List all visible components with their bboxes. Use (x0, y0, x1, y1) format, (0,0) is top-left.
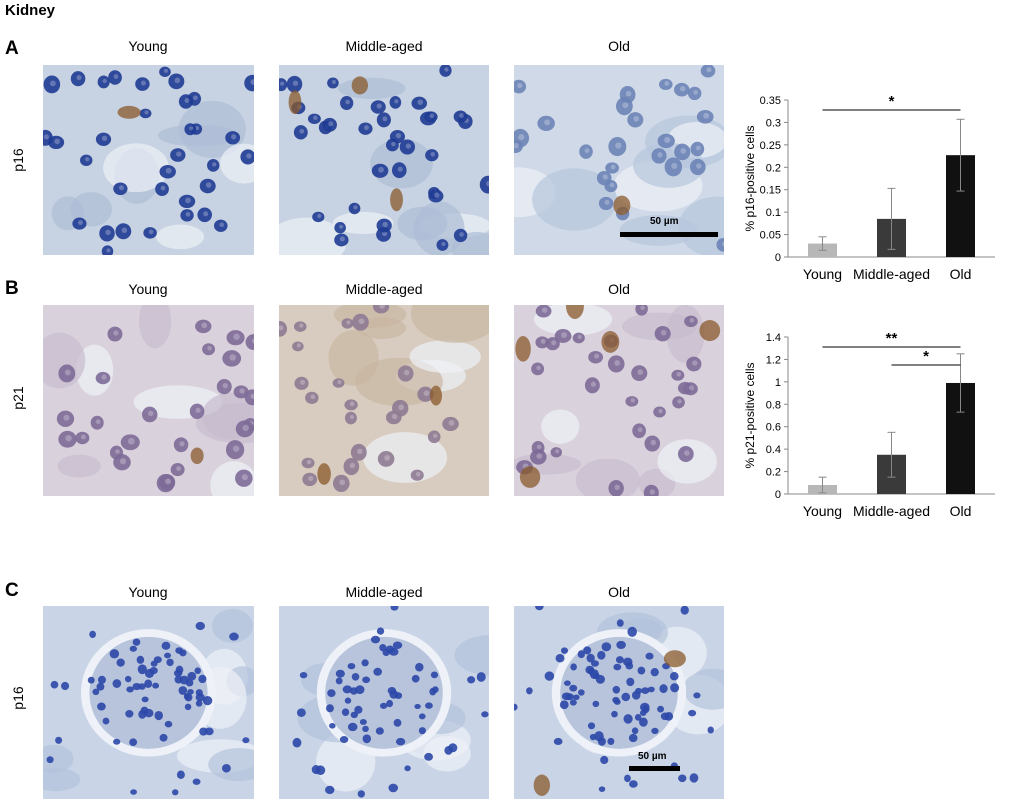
scale-bar-label-a: 50 µm (650, 216, 679, 227)
micrograph-c-young (43, 606, 254, 799)
y-tick-label: 0 (775, 489, 781, 501)
panel-letter-c: C (5, 580, 19, 601)
micrograph-b-middle (279, 305, 489, 496)
y-tick-label: 0.05 (760, 230, 781, 242)
row-label-b: p21 (10, 386, 26, 410)
column-label-middle-c: Middle-aged (345, 584, 423, 600)
y-tick-label: 0.35 (760, 95, 781, 107)
micrograph-c-old (514, 606, 724, 799)
row-label-c: p16 (10, 686, 26, 710)
y-tick-label: 0.2 (766, 162, 781, 174)
x-tick-label: Young (803, 503, 842, 519)
scale-bar-a (620, 232, 718, 237)
micrograph-b-young (43, 305, 254, 496)
y-tick-label: 1.4 (766, 332, 781, 344)
x-tick-label: Middle-aged (853, 266, 930, 282)
y-tick-label: 0.15 (760, 185, 781, 197)
chart-p21: % p21-positive cells 0 0.2 0.4 0.6 0.8 1 1.2 1.4… (740, 322, 1015, 522)
micrograph-c-middle (279, 606, 489, 799)
chart-p16-svg: % p16-positive cells 0 0.05 0.1 0.15 0.2 0.25 0… (743, 93, 995, 282)
y-tick-label: 0.2 (766, 467, 781, 479)
x-tick-label: Middle-aged (853, 503, 930, 519)
micrograph-a-young (43, 65, 254, 255)
y-axis-label: % p21-positive cells (743, 362, 757, 468)
column-label-young-a: Young (128, 38, 168, 54)
column-label-old-a: Old (608, 38, 630, 54)
significance-label: * (889, 93, 895, 110)
x-tick-label: Old (950, 503, 972, 519)
column-label-old-b: Old (608, 281, 630, 297)
chart-p16: % p16-positive cells 0 0.05 0.1 0.15 0.2 0.25 0… (740, 85, 1015, 285)
column-label-old-c: Old (608, 584, 630, 600)
y-tick-label: 0 (775, 252, 781, 264)
y-tick-label: 0.3 (766, 117, 781, 129)
panel-letter-a: A (5, 38, 19, 59)
significance-label: * (923, 348, 929, 365)
column-label-middle-b: Middle-aged (345, 281, 423, 297)
column-label-young-b: Young (128, 281, 168, 297)
row-label-a: p16 (10, 148, 26, 172)
significance-label: ** (886, 330, 898, 347)
y-tick-label: 0.6 (766, 422, 781, 434)
y-tick-label: 1.2 (766, 354, 781, 366)
figure-title: Kidney (5, 2, 56, 19)
y-axis-label: % p16-positive cells (743, 125, 757, 231)
scale-bar-c (629, 766, 680, 771)
column-label-middle-a: Middle-aged (345, 38, 423, 54)
micrograph-b-old (514, 305, 724, 496)
micrograph-a-old (514, 65, 724, 255)
column-label-young-c: Young (128, 584, 168, 600)
y-tick-label: 0.4 (766, 444, 781, 456)
y-tick-label: 0.8 (766, 399, 781, 411)
micrograph-a-middle (279, 65, 489, 255)
y-tick-label: 0.25 (760, 140, 781, 152)
scale-bar-label-c: 50 µm (638, 751, 667, 762)
chart-p21-svg: % p21-positive cells 0 0.2 0.4 0.6 0.8 1 1.2 1.4… (743, 330, 995, 519)
panel-letter-b: B (5, 278, 19, 299)
y-tick-label: 0.1 (766, 207, 781, 219)
y-tick-label: 1 (775, 377, 781, 389)
x-tick-label: Old (950, 266, 972, 282)
x-tick-label: Young (803, 266, 842, 282)
